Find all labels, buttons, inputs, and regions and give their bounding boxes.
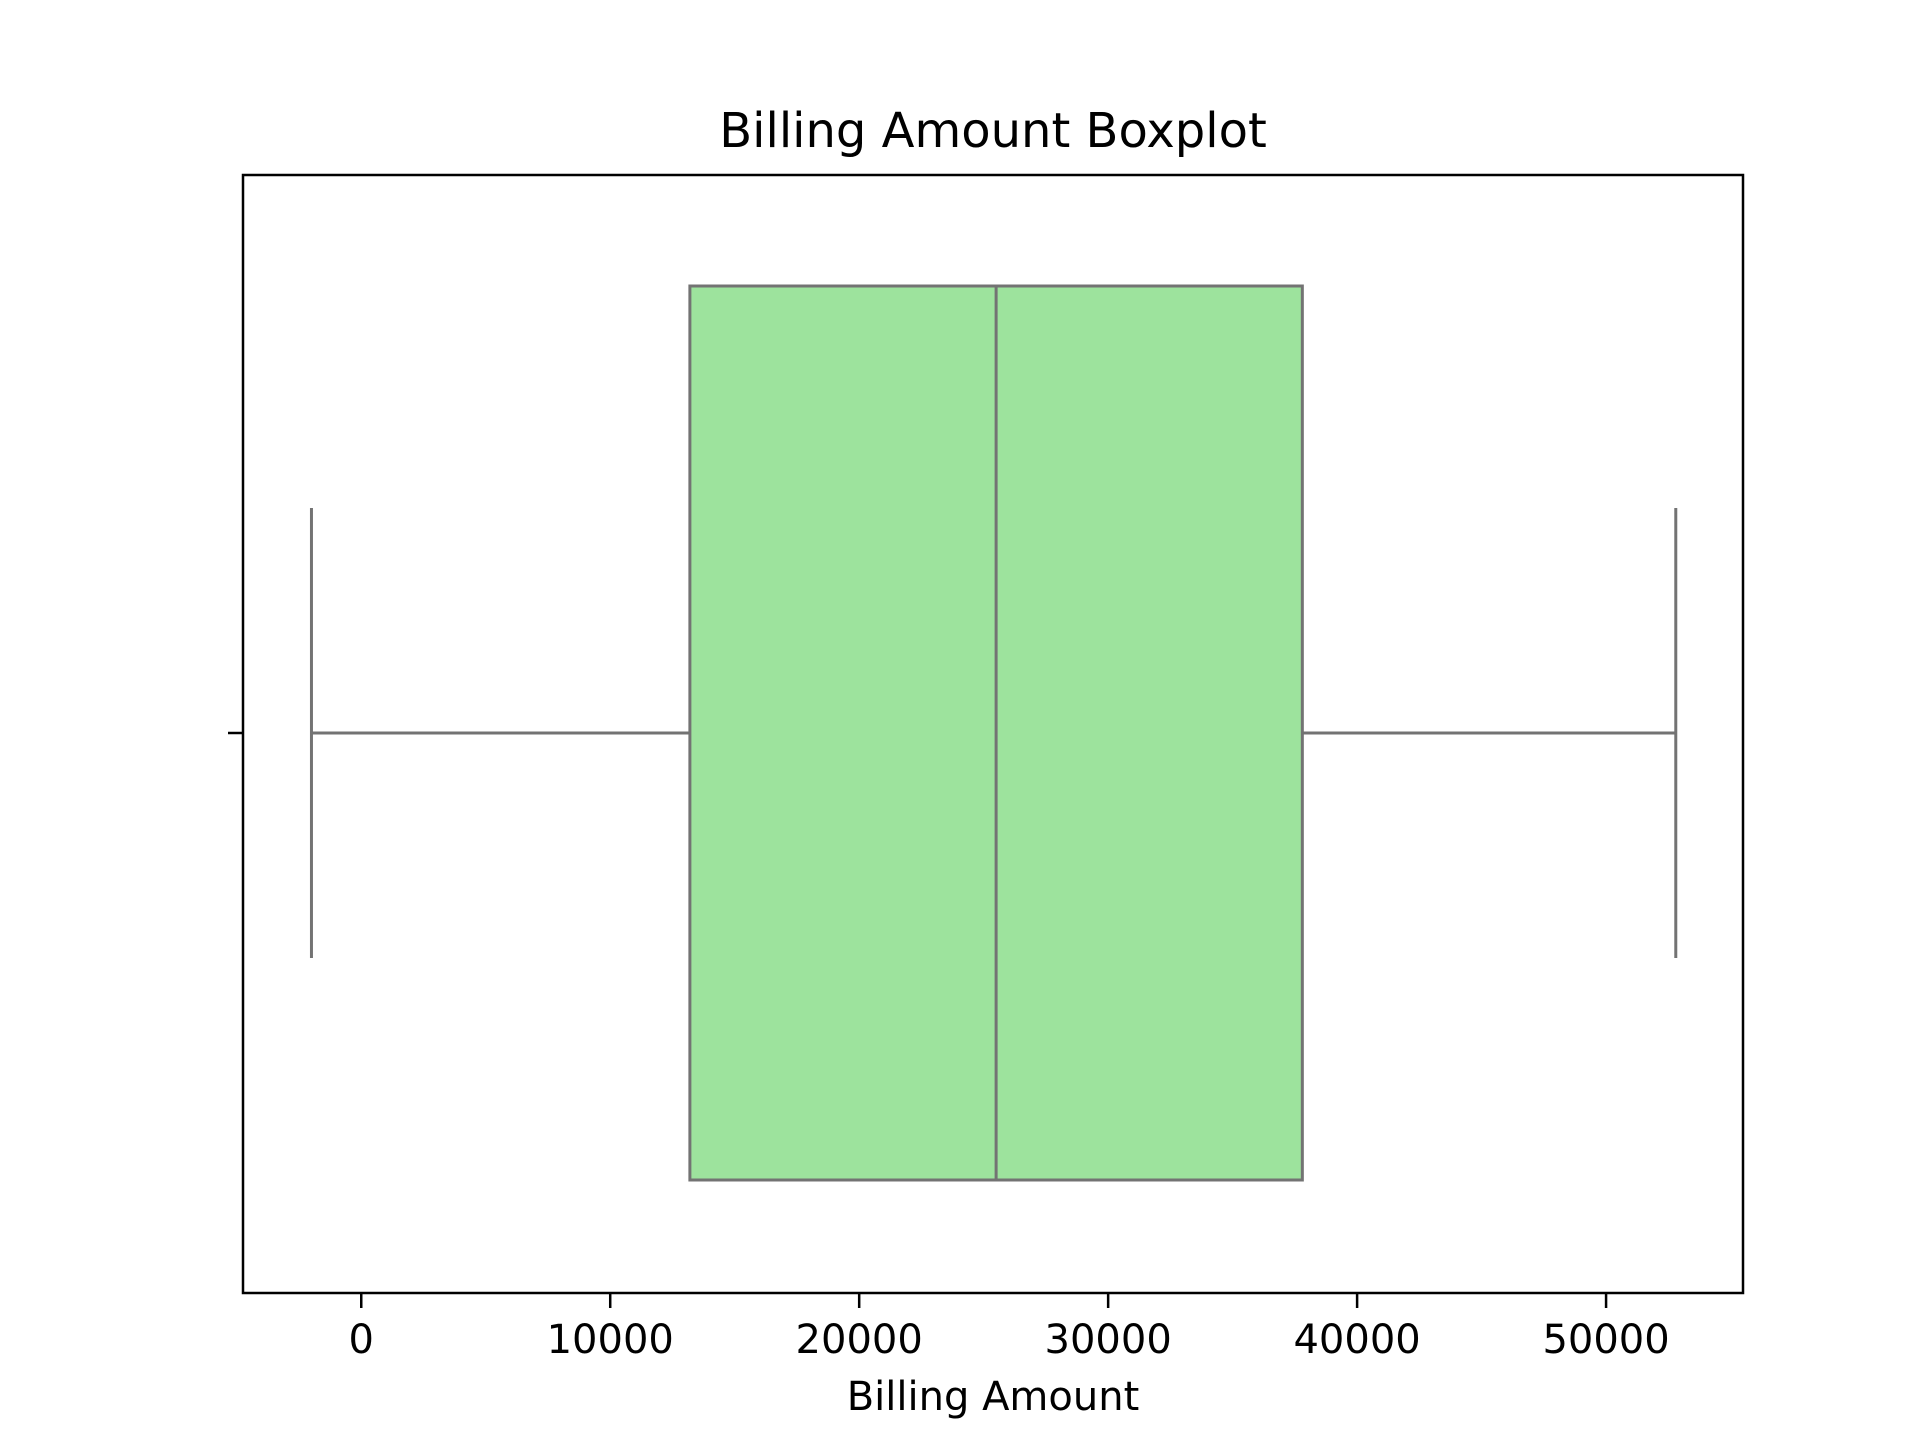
x-tick-label: 0 (349, 1317, 374, 1363)
x-axis-label: Billing Amount (847, 1374, 1140, 1420)
chart-title: Billing Amount Boxplot (719, 103, 1267, 159)
x-tick-label: 50000 (1542, 1317, 1669, 1363)
x-tick-label: 10000 (547, 1317, 674, 1363)
x-tick-label: 20000 (796, 1317, 923, 1363)
plot-area (309, 284, 1678, 1182)
x-tick-label: 30000 (1045, 1317, 1172, 1363)
x-tick-label: 40000 (1293, 1317, 1420, 1363)
x-axis-ticks: 0 10000 20000 30000 40000 50000 (349, 1293, 1670, 1363)
